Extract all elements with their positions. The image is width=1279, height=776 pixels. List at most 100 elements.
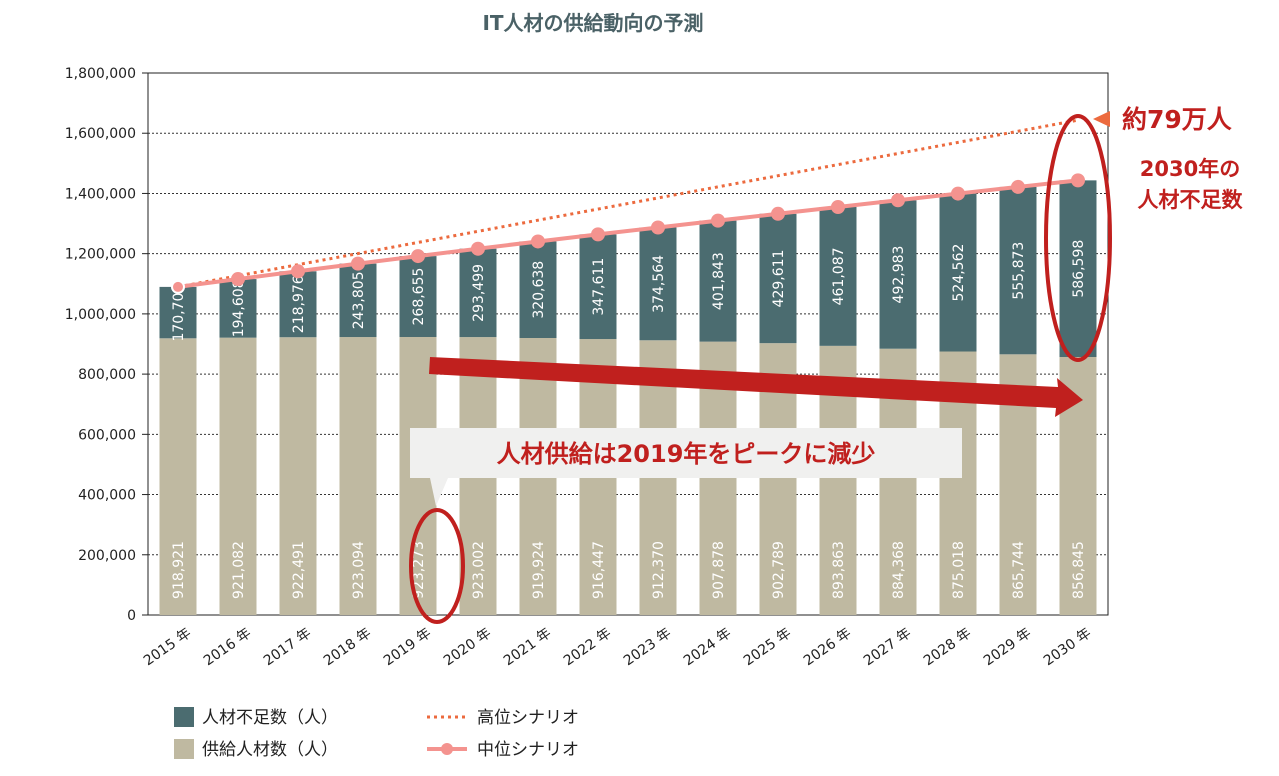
bar-shortage — [339, 263, 377, 338]
bar-label-supply: 922,491 — [291, 541, 307, 599]
bar-label-shortage: 243,805 — [351, 271, 367, 329]
bar-shortage — [579, 234, 617, 340]
bar-label-shortage: 347,611 — [591, 258, 607, 316]
bar-label-supply: 884,368 — [891, 541, 907, 599]
x-tick-label: 2029 年 — [981, 625, 1034, 669]
bar-label-shortage: 461,087 — [831, 247, 847, 305]
y-tick-label: 800,000 — [78, 367, 136, 383]
mid-scenario-marker — [711, 213, 725, 228]
mid-scenario-marker — [291, 264, 305, 279]
bar-label-supply: 923,273 — [411, 541, 427, 599]
bar-label-supply: 907,878 — [711, 541, 727, 599]
bar-label-shortage: 429,611 — [771, 250, 787, 308]
bar-label-supply: 923,094 — [351, 541, 367, 599]
x-tick-label: 2027 年 — [861, 625, 914, 669]
bar-label-shortage: 555,873 — [1011, 242, 1027, 300]
bar-label-supply: 921,082 — [231, 541, 247, 599]
bar-label-shortage: 374,564 — [651, 255, 667, 313]
high-value-arrowhead — [1093, 111, 1110, 127]
mid-scenario-marker — [591, 227, 605, 242]
high-value-label: 約79万人 — [1122, 105, 1232, 134]
shortage-note-line1: 2030年の — [1140, 157, 1240, 181]
callout-text: 人材供給は2019年をピークに減少 — [497, 440, 876, 468]
bar-shortage — [519, 241, 557, 339]
bar-label-shortage: 320,638 — [531, 261, 547, 319]
legend-label: 高位シナリオ — [477, 708, 579, 728]
x-tick-label: 2016 年 — [201, 625, 254, 669]
bar-shortage — [819, 207, 857, 346]
mid-scenario-marker — [771, 206, 785, 221]
bar-label-supply: 923,002 — [471, 541, 487, 599]
bar-shortage — [1059, 180, 1097, 357]
2019-highlight-ellipse — [409, 508, 465, 624]
bar-label-supply: 893,863 — [831, 541, 847, 599]
bar-label-shortage: 268,655 — [411, 268, 427, 326]
y-tick-label: 1,400,000 — [65, 186, 136, 202]
y-tick-label: 400,000 — [78, 488, 136, 504]
bar-label-supply: 875,018 — [951, 541, 967, 599]
x-tick-label: 2020 年 — [441, 625, 494, 669]
mid-scenario-marker — [951, 186, 965, 201]
mid-scenario-marker — [351, 256, 365, 271]
x-tick-label: 2030 年 — [1041, 625, 1094, 669]
x-tick-label: 2018 年 — [321, 625, 374, 669]
y-axis-ticks: 0 200,000 400,000 600,000 800,000 1,000,000 1,… — [65, 66, 148, 624]
bar-label-shortage: 586,598 — [1071, 240, 1087, 298]
bar-label-supply: 918,921 — [171, 541, 187, 599]
2030-highlight-ellipse — [1044, 114, 1112, 362]
legend-marker — [441, 743, 453, 755]
x-axis-ticks: 2015 年 2016 年 2017 年 2018 年 2019 年 2020 年 2021… — [141, 625, 1094, 669]
bar-label-shortage: 293,499 — [471, 264, 487, 322]
x-tick-label: 2015 年 — [141, 625, 194, 669]
x-tick-label: 2019 年 — [381, 625, 434, 669]
mid-scenario-marker — [531, 234, 545, 249]
x-tick-label: 2023 年 — [621, 625, 674, 669]
bar-label-supply: 912,370 — [651, 541, 667, 599]
mid-scenario-marker — [411, 249, 425, 264]
x-tick-label: 2022 年 — [561, 625, 614, 669]
bar-shortage — [639, 227, 677, 341]
y-tick-label: 1,000,000 — [65, 307, 136, 323]
bar-label-supply: 916,447 — [591, 541, 607, 599]
decline-arrow — [429, 357, 1083, 417]
bar-supply — [279, 337, 317, 615]
y-tick-label: 600,000 — [78, 427, 136, 443]
bar-label-shortage: 218,976 — [291, 275, 307, 333]
x-tick-label: 2028 年 — [921, 625, 974, 669]
mid-scenario-marker — [231, 272, 245, 287]
high-scenario-line — [177, 118, 1079, 289]
legend-swatch — [174, 707, 194, 727]
bar-shortage — [159, 286, 197, 339]
x-tick-label: 2025 年 — [741, 625, 794, 669]
legend-label: 中位シナリオ — [477, 740, 579, 760]
y-tick-label: 1,600,000 — [65, 126, 136, 142]
scenario-lines — [171, 118, 1085, 294]
shortage-note-line2: 人材不足数 — [1138, 188, 1244, 212]
mid-scenario-marker — [1071, 173, 1085, 188]
bar-label-supply: 865,744 — [1011, 541, 1027, 599]
callout-box — [410, 428, 962, 506]
bar-shortage — [759, 213, 797, 344]
bar-label-shortage: 170,700 — [171, 284, 187, 342]
mid-scenario-marker — [891, 193, 905, 208]
bar-label-shortage: 524,562 — [951, 244, 967, 302]
x-tick-label: 2026 年 — [801, 625, 854, 669]
mid-scenario-marker — [831, 200, 845, 215]
y-tick-label: 1,200,000 — [65, 247, 136, 263]
bar-label-shortage: 401,843 — [711, 252, 727, 310]
mid-scenario-marker — [651, 220, 665, 235]
bar-shortage — [699, 220, 737, 342]
mid-scenario-marker — [171, 279, 185, 294]
legend-label: 人材不足数（人） — [202, 708, 338, 728]
bar-shortage — [879, 200, 917, 349]
y-tick-label: 200,000 — [78, 548, 136, 564]
bar-shortage — [939, 193, 977, 352]
plot-frame — [147, 72, 1109, 616]
bar-label-shortage: 194,608 — [231, 279, 247, 337]
bar-shortage — [999, 186, 1037, 355]
x-tick-label: 2017 年 — [261, 625, 314, 669]
bar-shortage — [399, 256, 437, 337]
mid-scenario-line — [177, 178, 1079, 289]
